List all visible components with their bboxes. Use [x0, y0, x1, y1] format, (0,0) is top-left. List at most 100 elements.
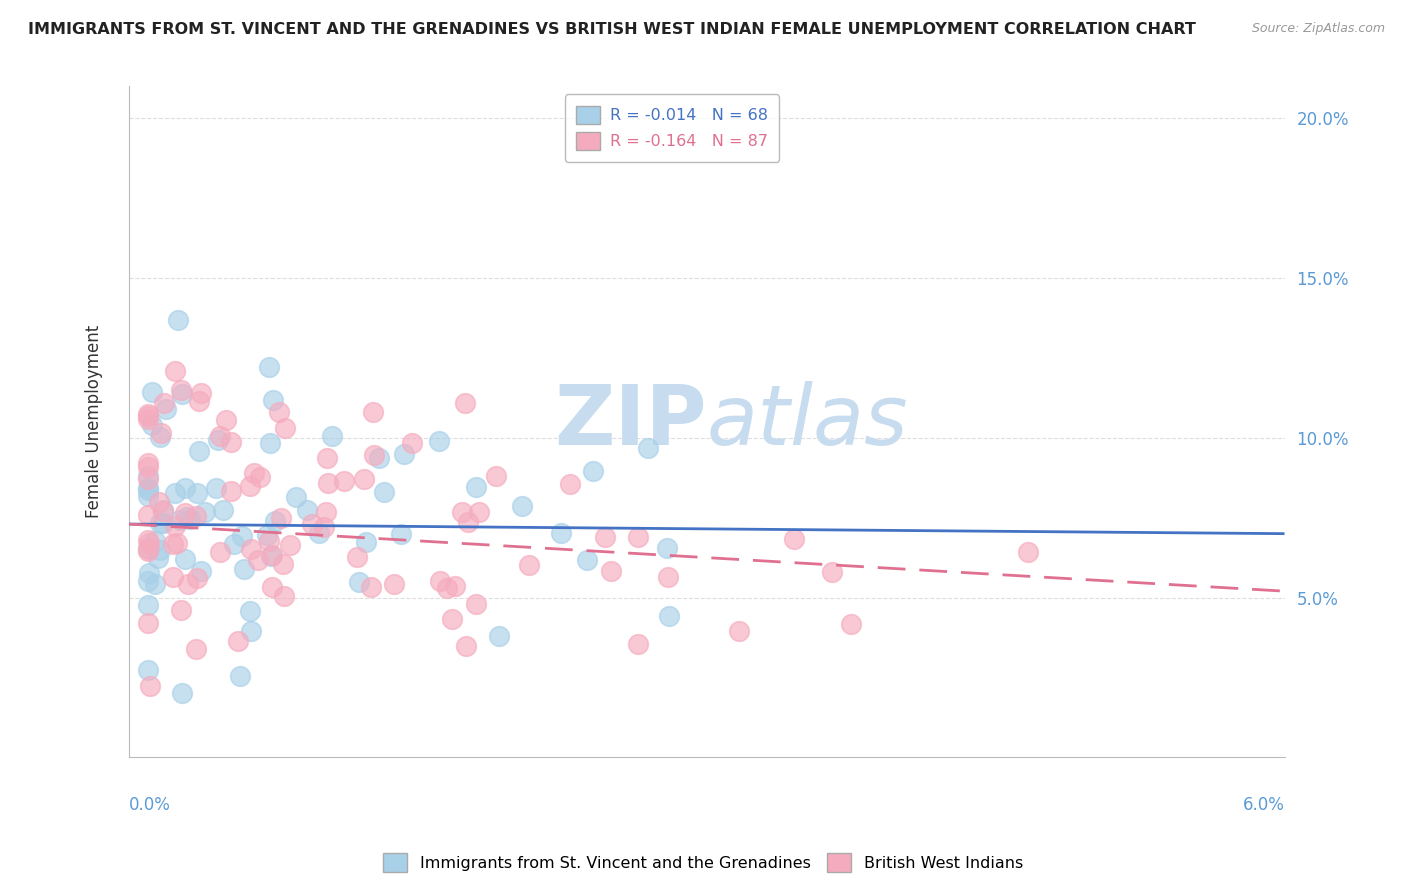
Point	[263, 514, 285, 528]
Point	[169, 603, 191, 617]
Point	[136, 468, 159, 483]
Point	[454, 396, 477, 410]
Point	[657, 570, 679, 584]
Point	[136, 541, 159, 555]
Point	[186, 486, 208, 500]
Point	[141, 418, 163, 433]
Point	[550, 525, 572, 540]
Point	[136, 541, 159, 556]
Point	[165, 486, 187, 500]
Point	[436, 581, 458, 595]
Point	[190, 385, 212, 400]
Point	[177, 577, 200, 591]
Point	[367, 451, 389, 466]
Point	[441, 612, 464, 626]
Point	[269, 405, 291, 419]
Point	[259, 436, 281, 450]
Point	[209, 544, 232, 558]
Point	[136, 460, 159, 475]
Point	[238, 604, 260, 618]
Point	[278, 537, 301, 551]
Point	[485, 468, 508, 483]
Point	[273, 589, 295, 603]
Point	[363, 449, 385, 463]
Point	[655, 541, 678, 556]
Point	[354, 535, 377, 549]
Point	[240, 542, 263, 557]
Point	[162, 537, 184, 551]
Point	[321, 429, 343, 443]
Point	[401, 435, 423, 450]
Point	[215, 412, 238, 426]
Point	[259, 549, 281, 563]
Point	[150, 425, 173, 440]
Point	[169, 513, 191, 527]
Point	[152, 502, 174, 516]
Point	[138, 566, 160, 580]
Point	[149, 543, 172, 558]
Text: 6.0%: 6.0%	[1243, 796, 1285, 814]
Point	[136, 508, 159, 522]
Text: 0.0%: 0.0%	[129, 796, 172, 814]
Point	[782, 532, 804, 546]
Point	[152, 516, 174, 530]
Point	[188, 444, 211, 458]
Point	[136, 598, 159, 612]
Point	[517, 558, 540, 573]
Point	[728, 624, 751, 639]
Point	[429, 574, 451, 589]
Point	[136, 412, 159, 426]
Point	[627, 530, 650, 544]
Point	[262, 392, 284, 407]
Point	[427, 434, 450, 448]
Legend: Immigrants from St. Vincent and the Grenadines, British West Indians: Immigrants from St. Vincent and the Gren…	[375, 845, 1031, 880]
Point	[166, 536, 188, 550]
Point	[1017, 545, 1039, 559]
Point	[273, 421, 295, 435]
Point	[136, 481, 159, 495]
Point	[301, 516, 323, 531]
Point	[239, 479, 262, 493]
Point	[136, 483, 159, 498]
Point	[558, 477, 581, 491]
Point	[444, 579, 467, 593]
Point	[174, 506, 197, 520]
Point	[257, 533, 280, 548]
Point	[593, 530, 616, 544]
Point	[347, 575, 370, 590]
Point	[136, 409, 159, 424]
Point	[163, 364, 186, 378]
Point	[219, 435, 242, 450]
Point	[187, 394, 209, 409]
Point	[184, 642, 207, 657]
Point	[155, 401, 177, 416]
Point	[231, 529, 253, 543]
Point	[136, 544, 159, 558]
Point	[582, 464, 605, 478]
Point	[136, 574, 159, 589]
Point	[346, 550, 368, 565]
Point	[205, 482, 228, 496]
Point	[256, 528, 278, 542]
Point	[456, 639, 478, 653]
Point	[353, 472, 375, 486]
Point	[172, 686, 194, 700]
Point	[295, 503, 318, 517]
Point	[153, 396, 176, 410]
Point	[136, 456, 159, 470]
Point	[136, 663, 159, 677]
Point	[360, 580, 382, 594]
Point	[207, 433, 229, 447]
Point	[194, 505, 217, 519]
Point	[174, 552, 197, 566]
Point	[186, 571, 208, 585]
Point	[173, 481, 195, 495]
Point	[162, 570, 184, 584]
Point	[389, 527, 412, 541]
Point	[176, 509, 198, 524]
Point	[143, 576, 166, 591]
Legend: R = -0.014   N = 68, R = -0.164   N = 87: R = -0.014 N = 68, R = -0.164 N = 87	[565, 95, 779, 161]
Point	[226, 634, 249, 648]
Point	[184, 508, 207, 523]
Text: ZIP: ZIP	[554, 382, 707, 462]
